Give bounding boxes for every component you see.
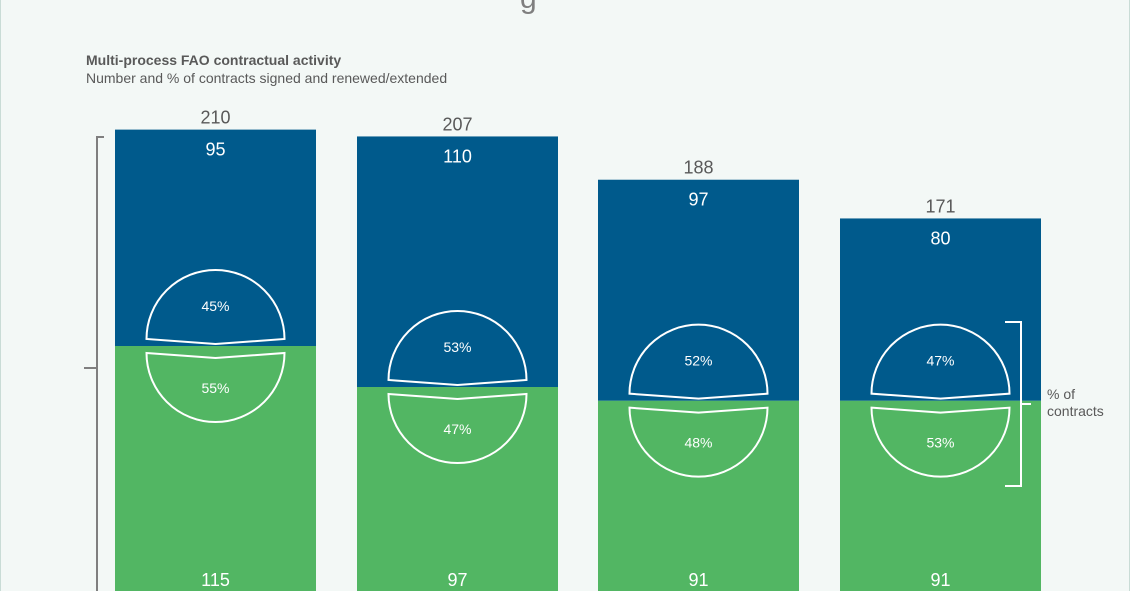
pct-label-signed-2: 53% (443, 339, 471, 355)
bar-signed-3 (598, 179, 799, 401)
share-arc-renewed-3 (628, 406, 769, 478)
share-arc-renewed-1 (145, 351, 286, 423)
pct-label-signed-3: 52% (684, 353, 712, 369)
left-bracket (96, 136, 104, 591)
chart-title: Multi-process FAO contractual activity (86, 52, 342, 68)
cut-off-heading-glyph: g (520, 0, 537, 16)
value-label-renewed-2: 97 (447, 570, 467, 590)
value-label-renewed-1: 115 (201, 570, 230, 590)
percent-annotation: % of contracts (1005, 321, 1104, 487)
share-arc-signed-2 (387, 310, 528, 387)
bar-renewed-3 (598, 400, 799, 591)
pct-label-renewed-4: 53% (926, 435, 954, 451)
pct-label-renewed-1: 55% (201, 380, 229, 396)
pct-label-signed-1: 45% (201, 298, 229, 314)
bar-signed-1 (115, 129, 316, 346)
share-arc-signed-1 (145, 269, 286, 346)
value-label-renewed-3: 91 (688, 570, 708, 590)
pct-label-renewed-3: 48% (684, 435, 712, 451)
bar-renewed-1 (115, 346, 316, 591)
value-label-signed-1: 95 (205, 140, 225, 160)
share-arc-renewed-4 (870, 406, 1011, 478)
bar-renewed-2 (357, 387, 558, 591)
share-arc-signed-3 (628, 323, 769, 400)
chart-subtitle: Number and % of contracts signed and ren… (86, 70, 448, 86)
value-label-signed-4: 80 (930, 228, 950, 248)
bar-signed-2 (357, 136, 558, 387)
total-label-1: 210 (200, 108, 230, 128)
annotation-line-1: % of (1047, 386, 1075, 402)
pct-label-signed-4: 47% (926, 353, 954, 369)
annotation-line-2: contracts (1047, 403, 1104, 419)
total-label-2: 207 (442, 114, 472, 134)
value-label-signed-3: 97 (688, 190, 708, 210)
total-label-3: 188 (683, 158, 713, 178)
bar-signed-4 (840, 218, 1041, 401)
bar-renewed-4 (840, 400, 1041, 591)
value-label-renewed-4: 91 (930, 570, 950, 590)
value-label-signed-2: 110 (443, 146, 472, 166)
share-arc-renewed-2 (387, 392, 528, 464)
share-arc-signed-4 (870, 323, 1011, 400)
pct-label-renewed-2: 47% (443, 421, 471, 437)
total-label-4: 171 (925, 196, 955, 216)
